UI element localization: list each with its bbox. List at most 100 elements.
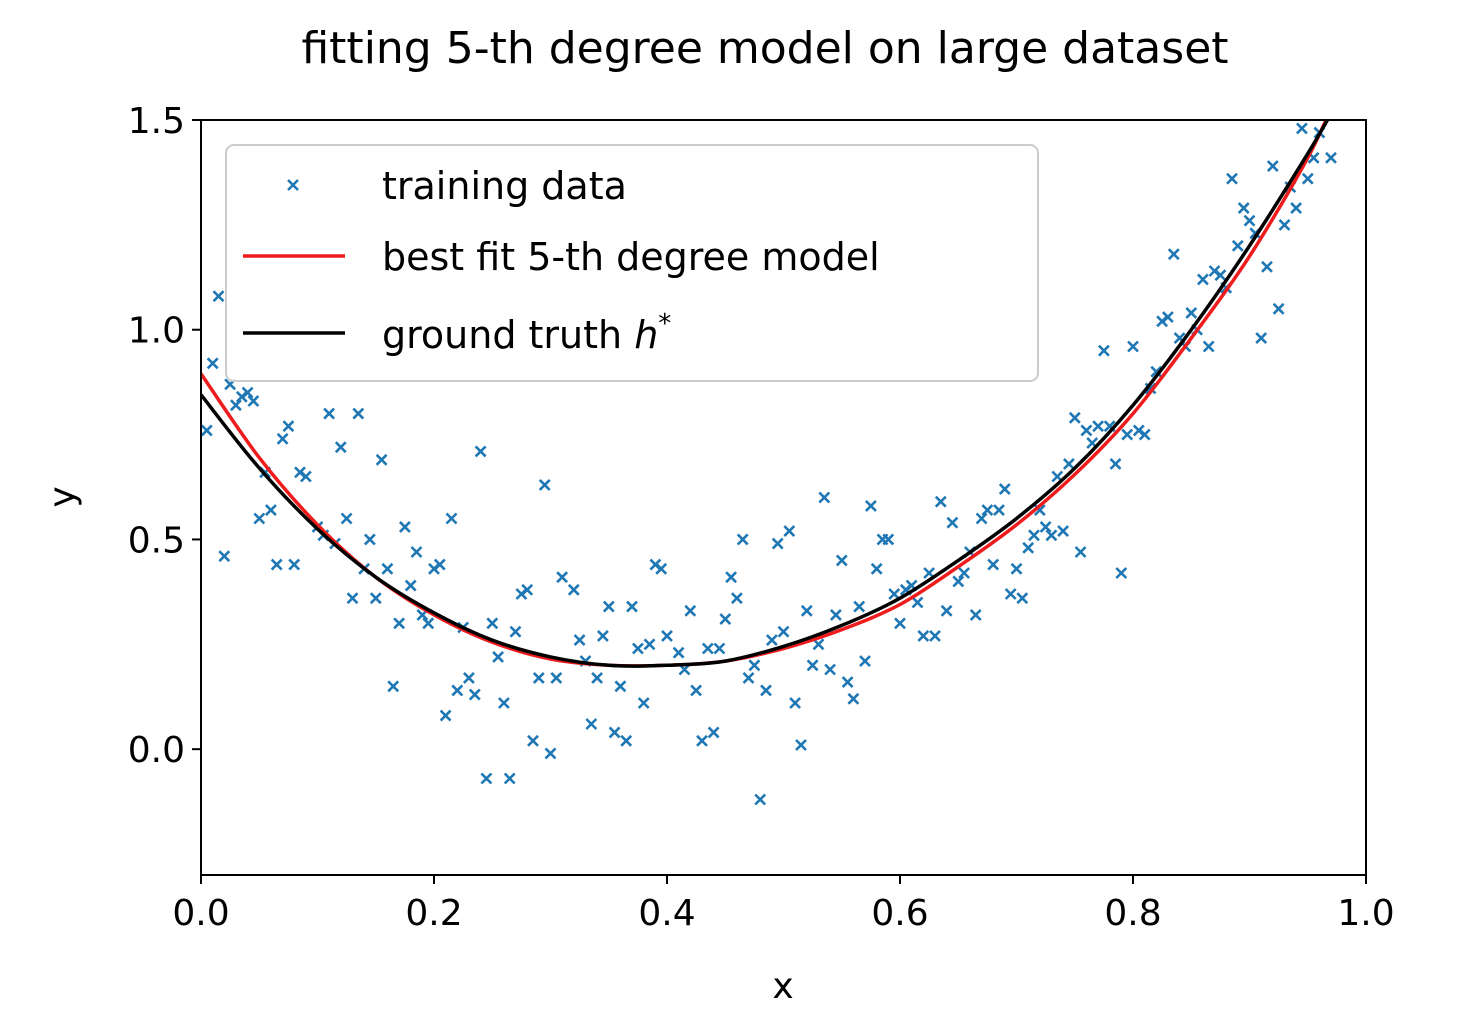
x-tick-label: 0.2	[405, 893, 462, 934]
y-tick-label: 1.0	[128, 311, 185, 352]
data-point	[829, 608, 842, 621]
data-point	[725, 571, 738, 584]
data-point	[1022, 541, 1035, 554]
x-tick-label: 0.0	[172, 893, 229, 934]
data-point	[841, 676, 854, 689]
data-point	[556, 571, 569, 584]
data-point	[288, 558, 301, 571]
data-point	[614, 680, 627, 693]
data-point	[993, 504, 1005, 517]
data-point	[730, 592, 743, 605]
data-point	[462, 671, 475, 684]
data-point	[474, 445, 487, 458]
data-point	[585, 718, 598, 730]
data-point	[492, 650, 505, 663]
data-point	[707, 726, 720, 739]
data-point	[1226, 172, 1238, 185]
data-point	[398, 520, 411, 533]
data-point	[981, 504, 994, 517]
y-tick-label: 0.0	[128, 730, 185, 771]
data-point	[1301, 172, 1314, 185]
data-point	[824, 663, 837, 676]
data-point	[1196, 273, 1209, 286]
data-point	[765, 634, 778, 647]
data-point	[969, 608, 982, 621]
data-point	[812, 638, 825, 651]
data-point	[206, 357, 219, 370]
data-point	[1295, 122, 1308, 135]
legend-ground-truth-symbol: h	[634, 313, 658, 357]
data-point	[631, 642, 644, 655]
data-point	[387, 680, 400, 693]
data-point	[1115, 567, 1128, 579]
data-point	[218, 550, 231, 563]
data-point	[620, 734, 633, 747]
data-point	[1185, 306, 1198, 319]
data-point	[789, 697, 802, 709]
legend-label-ground-truth: ground truth h*	[382, 309, 671, 357]
data-point	[352, 407, 365, 420]
data-point	[771, 537, 784, 550]
data-point	[433, 558, 446, 571]
data-point	[253, 512, 266, 525]
data-point	[748, 659, 761, 672]
data-point	[439, 709, 452, 722]
data-point	[369, 592, 382, 605]
data-point	[1016, 592, 1029, 605]
data-point	[544, 747, 557, 760]
data-point	[1004, 588, 1017, 600]
data-point	[661, 629, 673, 642]
y-tick-label: 1.5	[128, 101, 185, 142]
data-point	[323, 407, 336, 420]
data-point	[1127, 340, 1139, 353]
data-point	[783, 525, 796, 538]
data-point	[888, 588, 901, 600]
data-point	[1080, 424, 1093, 437]
data-point	[229, 399, 242, 412]
data-point	[1150, 365, 1163, 378]
data-point	[760, 684, 772, 697]
x-tick-label: 0.8	[1104, 893, 1161, 934]
data-point	[393, 617, 406, 630]
data-point	[422, 617, 435, 630]
data-point	[655, 562, 668, 575]
data-point	[602, 600, 615, 613]
data-point	[375, 453, 388, 466]
plot-frame	[200, 119, 1367, 876]
data-point	[1231, 239, 1244, 252]
data-point	[754, 793, 767, 806]
data-point	[958, 567, 971, 579]
data-point	[1290, 202, 1303, 215]
data-point	[736, 533, 749, 546]
data-point	[777, 625, 790, 638]
data-point	[1068, 411, 1081, 424]
data-point	[672, 646, 685, 659]
data-point	[241, 386, 254, 399]
scatter-points	[201, 122, 1337, 806]
data-point	[870, 562, 883, 575]
data-point	[1092, 420, 1105, 433]
x-axis: 0.0 0.2 0.4 0.6 0.8 1.0	[172, 875, 1395, 934]
data-point	[1237, 202, 1250, 215]
data-point	[276, 432, 289, 445]
data-point	[1039, 520, 1052, 533]
y-axis: 0.0 0.5 1.0 1.5	[128, 101, 201, 771]
y-tick-label: 0.5	[128, 520, 185, 561]
x-tick-label: 0.4	[638, 893, 695, 934]
data-point	[818, 491, 831, 504]
data-point	[340, 512, 353, 525]
data-point	[882, 533, 895, 546]
data-point	[934, 495, 947, 508]
legend-marker-training-data	[287, 179, 299, 191]
data-point	[247, 395, 260, 407]
data-point	[1325, 151, 1337, 164]
data-point	[503, 772, 516, 785]
data-point	[643, 638, 656, 651]
data-point	[1062, 457, 1075, 470]
fit-lines	[201, 120, 1330, 668]
data-point	[742, 671, 755, 684]
data-point	[451, 684, 464, 697]
data-point	[894, 617, 906, 630]
data-point	[608, 726, 621, 739]
